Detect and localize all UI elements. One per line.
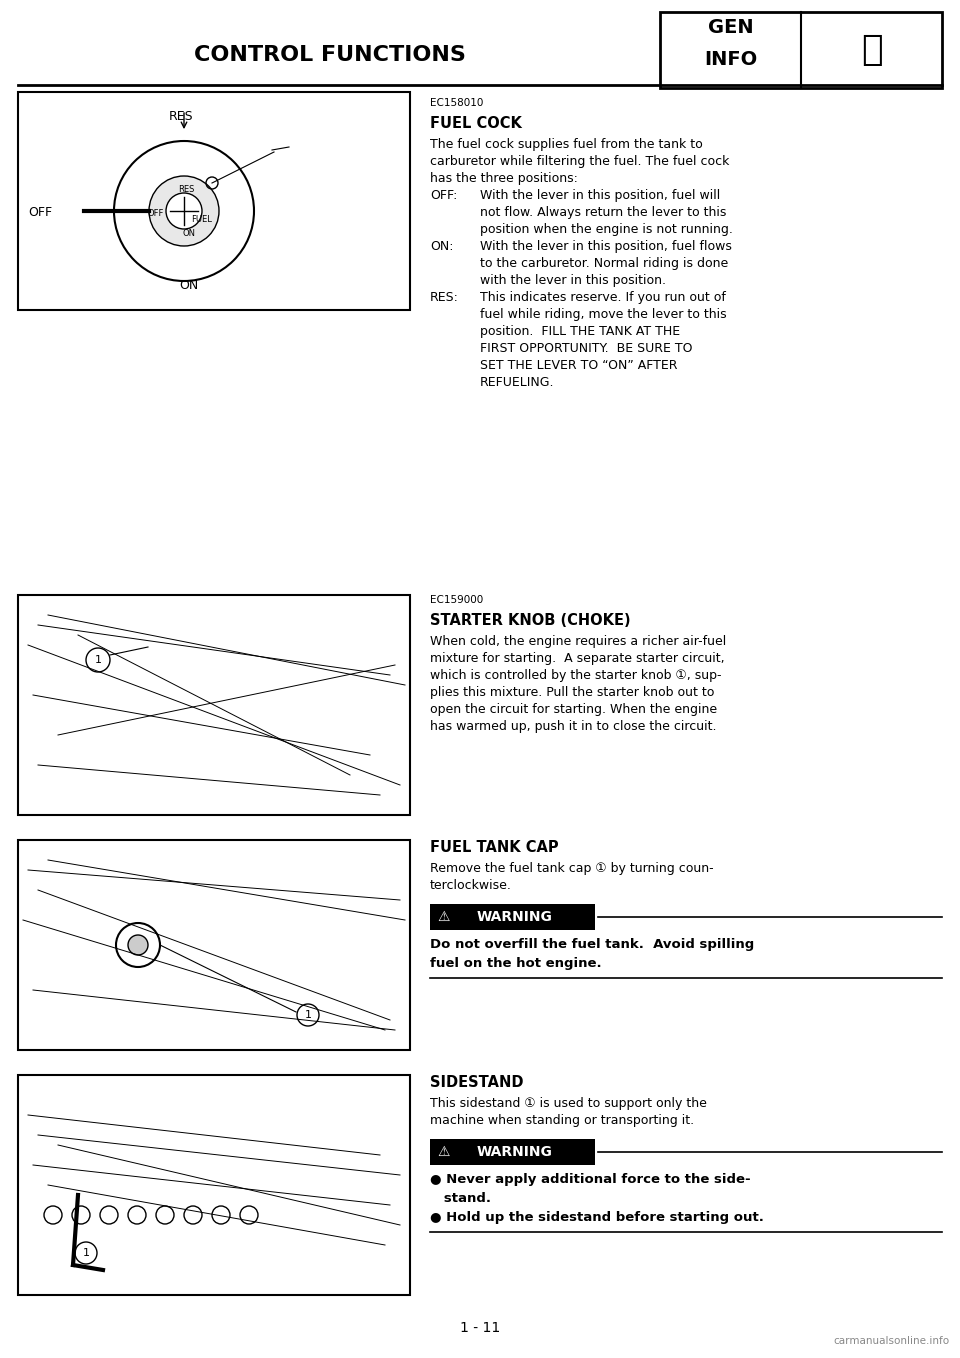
Text: machine when standing or transporting it.: machine when standing or transporting it…: [430, 1114, 694, 1127]
Text: has warmed up, push it in to close the circuit.: has warmed up, push it in to close the c…: [430, 720, 716, 733]
Text: STARTER KNOB (CHOKE): STARTER KNOB (CHOKE): [430, 612, 631, 627]
Text: Do not overfill the fuel tank.  Avoid spilling: Do not overfill the fuel tank. Avoid spi…: [430, 938, 755, 951]
Text: OFF: OFF: [148, 209, 164, 219]
Text: OFF:: OFF:: [430, 189, 457, 202]
Text: 1: 1: [83, 1248, 89, 1258]
Text: 🏍: 🏍: [861, 33, 882, 67]
Text: to the carburetor. Normal riding is done: to the carburetor. Normal riding is done: [480, 257, 729, 270]
Text: terclockwise.: terclockwise.: [430, 879, 512, 892]
Text: RES: RES: [169, 110, 194, 124]
Text: carburetor while filtering the fuel. The fuel cock: carburetor while filtering the fuel. The…: [430, 155, 730, 168]
Bar: [18, 841, 410, 1050]
Text: EC159000: EC159000: [430, 595, 483, 606]
Text: ON:: ON:: [430, 240, 453, 253]
Text: ● Hold up the sidestand before starting out.: ● Hold up the sidestand before starting …: [430, 1211, 764, 1224]
Text: FUEL: FUEL: [192, 215, 212, 224]
Text: mixture for starting.  A separate starter circuit,: mixture for starting. A separate starter…: [430, 652, 725, 665]
Text: The fuel cock supplies fuel from the tank to: The fuel cock supplies fuel from the tan…: [430, 139, 703, 151]
Text: RES: RES: [178, 185, 194, 193]
Text: with the lever in this position.: with the lever in this position.: [480, 274, 666, 287]
Text: not flow. Always return the lever to this: not flow. Always return the lever to thi…: [480, 206, 727, 219]
Text: Remove the fuel tank cap ① by turning coun-: Remove the fuel tank cap ① by turning co…: [430, 862, 713, 875]
Text: ON: ON: [182, 228, 196, 238]
Text: FUEL COCK: FUEL COCK: [430, 115, 522, 130]
Text: SIDESTAND: SIDESTAND: [430, 1076, 523, 1090]
Text: has the three positions:: has the three positions:: [430, 172, 578, 185]
Bar: [18, 92, 410, 310]
Text: With the lever in this position, fuel will: With the lever in this position, fuel wi…: [480, 189, 720, 202]
Text: GEN: GEN: [708, 18, 754, 37]
Text: EC158010: EC158010: [430, 98, 484, 109]
Text: This sidestand ① is used to support only the: This sidestand ① is used to support only…: [430, 1097, 707, 1109]
Text: This indicates reserve. If you run out of: This indicates reserve. If you run out o…: [480, 291, 726, 304]
Circle shape: [166, 193, 202, 230]
Text: INFO: INFO: [704, 50, 757, 69]
Text: CONTROL FUNCTIONS: CONTROL FUNCTIONS: [194, 45, 466, 65]
Text: position when the engine is not running.: position when the engine is not running.: [480, 223, 732, 236]
Text: plies this mixture. Pull the starter knob out to: plies this mixture. Pull the starter kno…: [430, 686, 714, 699]
Text: position.  FILL THE TANK AT THE: position. FILL THE TANK AT THE: [480, 325, 680, 338]
Text: OFF: OFF: [28, 206, 52, 220]
Circle shape: [128, 936, 148, 955]
Text: fuel on the hot engine.: fuel on the hot engine.: [430, 957, 602, 970]
Text: FIRST OPPORTUNITY.  BE SURE TO: FIRST OPPORTUNITY. BE SURE TO: [480, 342, 692, 354]
Text: 1: 1: [304, 1010, 311, 1020]
Text: 1 - 11: 1 - 11: [460, 1321, 500, 1335]
Text: With the lever in this position, fuel flows: With the lever in this position, fuel fl…: [480, 240, 732, 253]
Text: RES:: RES:: [430, 291, 459, 304]
Text: WARNING: WARNING: [477, 1145, 553, 1158]
Text: ⚠: ⚠: [438, 910, 450, 923]
Text: which is controlled by the starter knob ①, sup-: which is controlled by the starter knob …: [430, 669, 722, 682]
Bar: [660, 12, 942, 88]
Bar: [430, 1139, 595, 1165]
Bar: [18, 1076, 410, 1296]
Text: WARNING: WARNING: [477, 910, 553, 923]
Bar: [430, 904, 595, 930]
Text: FUEL TANK CAP: FUEL TANK CAP: [430, 841, 559, 856]
Text: carmanualsonline.info: carmanualsonline.info: [834, 1336, 950, 1346]
Text: fuel while riding, move the lever to this: fuel while riding, move the lever to thi…: [480, 308, 727, 320]
Circle shape: [149, 177, 219, 246]
Text: ● Never apply additional force to the side-: ● Never apply additional force to the si…: [430, 1173, 751, 1186]
Text: open the circuit for starting. When the engine: open the circuit for starting. When the …: [430, 703, 717, 716]
Text: ON: ON: [179, 278, 199, 292]
Text: stand.: stand.: [430, 1192, 491, 1205]
Bar: [18, 595, 410, 815]
Text: REFUELING.: REFUELING.: [480, 376, 555, 388]
Text: SET THE LEVER TO “ON” AFTER: SET THE LEVER TO “ON” AFTER: [480, 359, 678, 372]
Text: When cold, the engine requires a richer air-fuel: When cold, the engine requires a richer …: [430, 636, 727, 648]
Text: ⚠: ⚠: [438, 1145, 450, 1158]
Text: 1: 1: [94, 655, 102, 665]
